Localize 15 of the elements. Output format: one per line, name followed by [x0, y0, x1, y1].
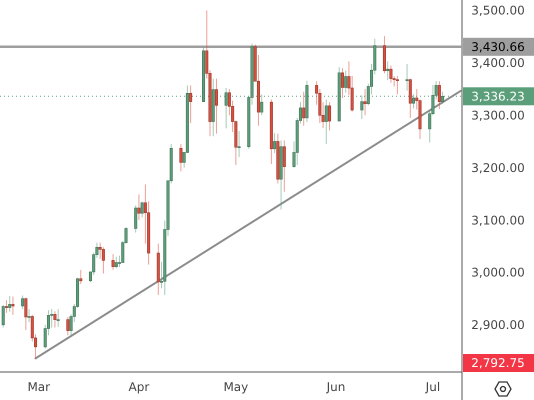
y-tick-label: 3,100.00 — [471, 213, 525, 228]
y-tick-label: 3,300.00 — [471, 108, 525, 122]
y-tick-label: 3,500.00 — [471, 4, 525, 18]
x-tick-label: Jun — [326, 380, 346, 394]
y-tick-label: 3,400.00 — [471, 56, 525, 70]
x-tick-label: Jul — [424, 380, 440, 394]
ref-line-label: 3,430.66 — [471, 40, 525, 54]
x-tick-label: May — [223, 380, 248, 394]
ref-line-label: 3,336.23 — [471, 89, 525, 104]
text: 2,792.75 — [471, 356, 525, 370]
y-tick-label: 3,000.00 — [471, 266, 525, 280]
y-tick-label: 2,900.00 — [471, 318, 525, 332]
y-tick-label: 3,200.00 — [471, 160, 525, 175]
x-tick-label: Mar — [27, 380, 50, 394]
x-tick-label: Apr — [128, 380, 150, 394]
